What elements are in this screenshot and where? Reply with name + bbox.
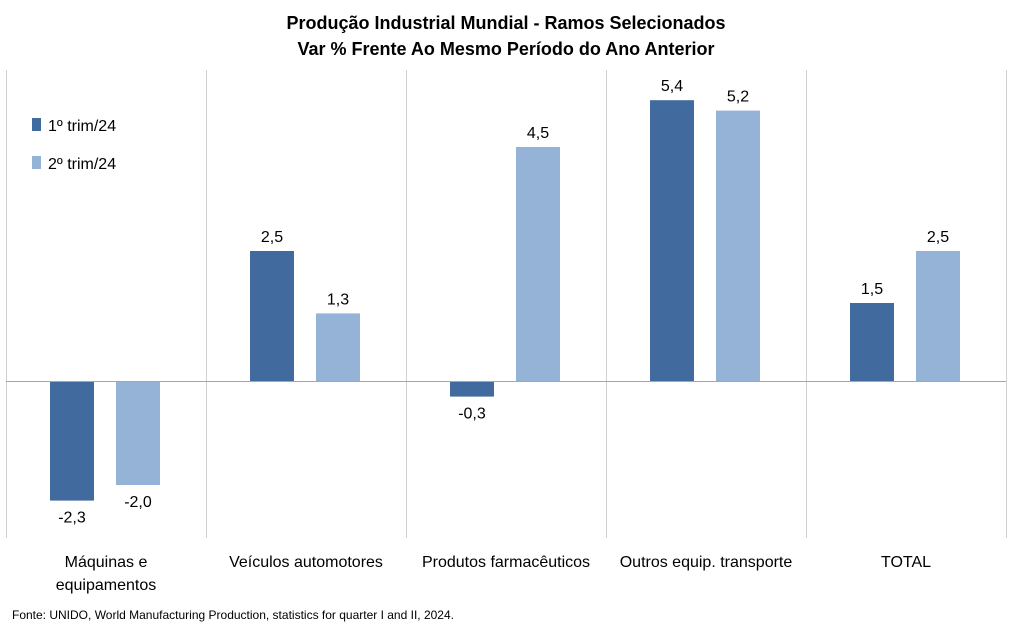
data-label: 2,5 (927, 229, 949, 246)
legend-swatch (32, 156, 41, 169)
category-label: TOTAL (881, 554, 931, 571)
data-label: 2,5 (261, 229, 283, 246)
bar (716, 110, 760, 381)
legend-label: 1º trim/24 (48, 118, 116, 135)
chart-title: Produção Industrial Mundial - Ramos Sele… (286, 13, 726, 33)
data-label: -2,0 (124, 494, 152, 511)
data-label: 1,3 (327, 291, 349, 308)
data-label: 5,2 (727, 89, 749, 106)
bar (116, 381, 160, 485)
legend-swatch (32, 118, 41, 131)
bar (50, 381, 94, 501)
bar (650, 100, 694, 381)
category-label: Máquinas e (65, 554, 148, 571)
source-note: Fonte: UNIDO, World Manufacturing Produc… (12, 608, 454, 622)
data-label: 1,5 (861, 281, 883, 298)
bar (316, 313, 360, 381)
category-label: Outros equip. transporte (620, 554, 793, 571)
bar (450, 381, 494, 397)
category-label: Veículos automotores (229, 554, 383, 571)
category-label: equipamentos (56, 577, 157, 594)
chart-subtitle: Var % Frente Ao Mesmo Período do Ano Ant… (297, 39, 715, 59)
data-label: 5,4 (661, 78, 683, 95)
bar (916, 251, 960, 381)
bar (250, 251, 294, 381)
data-label: -2,3 (58, 510, 86, 527)
bar-chart: -2,3 2,5 -0,3 5,4 1,5 -2,0 1,3 4,5 5,2 2,5 Máquina… (6, 70, 1007, 594)
bar (850, 303, 894, 381)
data-label: -0,3 (458, 406, 486, 423)
data-label: 4,5 (527, 125, 549, 142)
legend-label: 2º trim/24 (48, 156, 116, 173)
category-label: Produtos farmacêuticos (422, 554, 590, 571)
bar (516, 147, 560, 381)
